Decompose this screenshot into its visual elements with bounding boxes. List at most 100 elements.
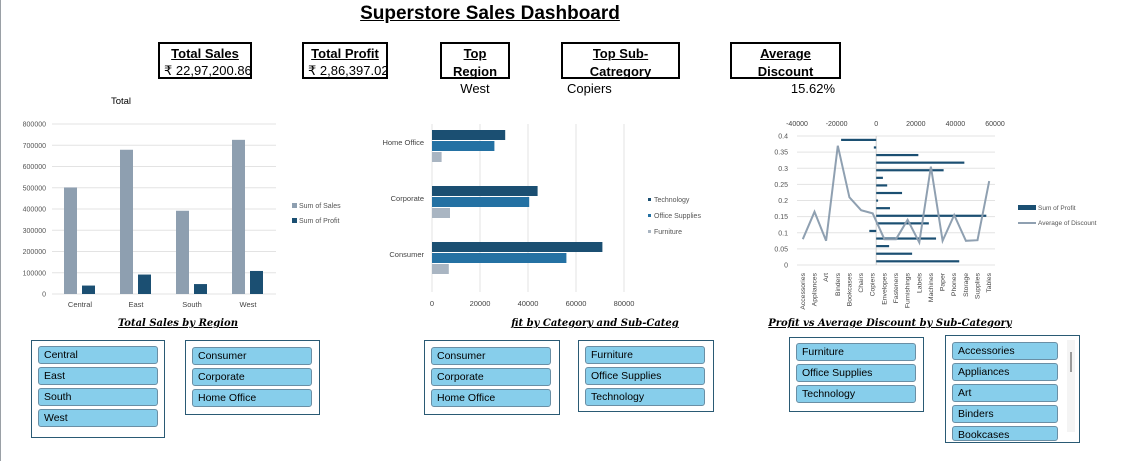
x-tick-label: Binders <box>835 272 842 296</box>
segment-slicer-2: Consumer Corporate Home Office <box>424 340 560 415</box>
x-tick-label: 20000 <box>470 299 491 308</box>
bar-furniture-home-office <box>432 152 442 162</box>
slicer-item-technology[interactable]: Technology <box>796 385 916 403</box>
legend-swatch <box>648 230 651 233</box>
x-tick-label: Bookcases <box>846 272 853 306</box>
legend-label: Technology <box>654 197 690 204</box>
subcategory-slicer: Accessories Appliances Art Binders Bookc… <box>945 335 1080 443</box>
legend-label: Average of Discount <box>1038 220 1097 227</box>
y-tick-label: 100000 <box>23 270 46 277</box>
bar-sum-of-sales-central <box>64 187 77 294</box>
slicer-scrollbar[interactable] <box>1067 340 1075 432</box>
slicer-item-corporate[interactable]: Corporate <box>431 368 551 386</box>
slicer-item-technology[interactable]: Technology <box>585 388 705 406</box>
x-tick-label: Furnishings <box>905 272 912 308</box>
slicer-item-appliances[interactable]: Appliances <box>952 363 1058 381</box>
profit-bar-machines <box>876 176 883 179</box>
slicer-item-art[interactable]: Art <box>952 384 1058 402</box>
y-tick-label: Consumer <box>389 250 424 259</box>
profit-bar-supplies <box>873 146 877 149</box>
slicer-item-corporate[interactable]: Corporate <box>192 368 312 386</box>
profit-bar-appliances <box>876 252 913 255</box>
x-tick-label: Accessories <box>800 272 807 309</box>
slicer-item-central[interactable]: Central <box>38 346 158 364</box>
slicer-item-east[interactable]: East <box>38 367 158 385</box>
kpi-total-profit-value: ₹ 2,86,397.02 <box>308 63 389 78</box>
legend-label: Sum of Profit <box>1038 205 1076 212</box>
x-tick-label: 80000 <box>614 299 635 308</box>
top-tick-label: 0 <box>874 121 878 128</box>
region-chart-title: Total Sales by Region <box>117 318 238 329</box>
kpi-average-discount: Average Discount 15.62% <box>730 42 841 96</box>
slicer-item-office-supplies[interactable]: Office Supplies <box>585 367 705 385</box>
bar-office-supplies-home-office <box>432 141 495 151</box>
x-tick-label: Art <box>823 273 830 282</box>
profit-bar-storage <box>876 153 919 157</box>
slicer-item-furniture[interactable]: Furniture <box>585 346 705 364</box>
top-tick-label: 20000 <box>906 121 926 128</box>
profit-bar-copiers <box>876 214 987 217</box>
x-tick-label: Phones <box>951 272 958 296</box>
kpi-total-profit: Total Profit ₹ 2,86,397.02 <box>302 42 389 79</box>
profit-bar-phones <box>876 161 965 164</box>
slicer-item-home-office[interactable]: Home Office <box>431 389 551 407</box>
slicer-item-accessories[interactable]: Accessories <box>952 342 1058 360</box>
bar-sum-of-profit-east <box>138 274 151 294</box>
kpi-total-sales-label: Total Sales <box>171 46 239 61</box>
kpi-average-discount-label: Average Discount <box>757 46 814 79</box>
x-tick-label: Fasteners <box>893 272 900 303</box>
bar-office-supplies-consumer <box>432 253 567 263</box>
y-tick-label: 400000 <box>23 207 46 214</box>
profit-bar-chairs <box>876 222 929 225</box>
slicer-item-south[interactable]: South <box>38 388 158 406</box>
bar-sum-of-profit-west <box>250 270 263 294</box>
top-tick-label: 60000 <box>985 121 1005 128</box>
slicer-item-furniture[interactable]: Furniture <box>796 343 916 361</box>
profit-bar-envelopes <box>876 207 890 210</box>
y-tick-label: 0.15 <box>774 214 788 221</box>
top-tick-label: -20000 <box>826 121 848 128</box>
discount-profit-chart: 0 0.05 0.1 0.15 0.2 0.25 0.3 0.35 0.4 -40000 -2000… <box>774 121 1097 310</box>
x-tick-label: Appliances <box>811 272 818 306</box>
kpi-total-sales: Total Sales ₹ 22,97,200.86 <box>158 42 252 79</box>
slicer-item-office-supplies[interactable]: Office Supplies <box>796 364 916 382</box>
slicer-item-binders[interactable]: Binders <box>952 405 1058 423</box>
legend-label: Furniture <box>654 229 682 236</box>
y-tick-label: 0.4 <box>778 134 788 141</box>
bar-sum-of-profit-central <box>82 285 95 294</box>
category-chart-title: fit by Category and Sub-Categ <box>511 318 679 329</box>
x-tick-label: Storage <box>963 273 970 297</box>
legend-swatch <box>648 198 651 201</box>
slicer-scroll-thumb[interactable] <box>1070 352 1072 372</box>
discount-chart-title: Profit vs Average Discount by Sub-Catego… <box>768 318 1012 329</box>
legend-swatch <box>292 218 297 223</box>
y-tick-label: Home Office <box>382 138 424 147</box>
x-tick-label: Tables <box>986 272 993 292</box>
region-slicer: Central East South West <box>31 340 165 438</box>
kpi-average-discount-value: 15.62% <box>790 81 835 96</box>
slicer-item-home-office[interactable]: Home Office <box>192 389 312 407</box>
y-tick-label: Corporate <box>391 194 424 203</box>
kpi-total-sales-value: ₹ 22,97,200.86 <box>164 63 252 78</box>
slicer-item-consumer[interactable]: Consumer <box>192 347 312 365</box>
legend-swatch <box>292 203 297 208</box>
x-tick-label: Envelopes <box>881 272 888 304</box>
slicer-item-west[interactable]: West <box>38 409 158 427</box>
kpi-top-region: Top Region West <box>440 42 510 96</box>
x-tick-label: Central <box>68 300 93 309</box>
x-tick-label: 0 <box>430 299 434 308</box>
x-tick-label: South <box>182 300 202 309</box>
x-tick-label: West <box>240 300 258 309</box>
profit-bar-bookcases <box>869 229 877 233</box>
slicer-item-consumer[interactable]: Consumer <box>431 347 551 365</box>
category-slicer-1: Furniture Office Supplies Technology <box>578 340 714 412</box>
y-tick-label: 500000 <box>23 185 46 192</box>
slicer-item-bookcases[interactable]: Bookcases <box>952 426 1058 441</box>
bar-sum-of-profit-south <box>194 284 207 294</box>
x-tick-label: Machines <box>928 272 935 302</box>
legend-label: Office Supplies <box>654 213 701 220</box>
top-tick-label: -40000 <box>786 121 808 128</box>
region-sales-chart: Total 0 100000 200000 300000 400000 500000 600… <box>23 96 341 309</box>
bar-sum-of-sales-south <box>176 210 189 294</box>
x-tick-label: 40000 <box>518 299 539 308</box>
